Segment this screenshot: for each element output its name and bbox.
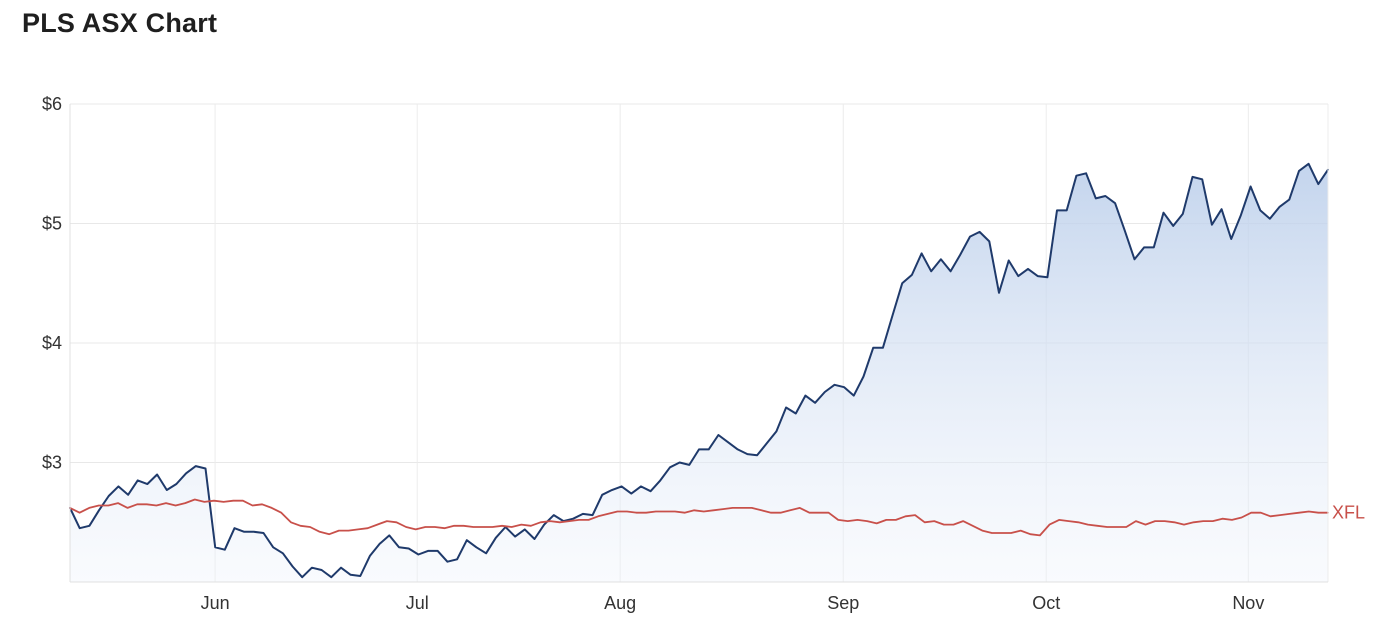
xfl-line [69,498,1329,537]
series-label-xfl: XFL [1332,503,1365,523]
x-tick-label: Nov [1232,593,1264,613]
x-tick-label: Jun [201,593,230,613]
y-tick-label: $6 [42,94,62,114]
x-tick-label: Sep [827,593,859,613]
chart-axes [69,104,1329,583]
series-1-area [70,163,1328,583]
y-tick-label: $3 [42,453,62,473]
series-1-line [69,162,1329,579]
chart-labels: $6 $5 $4 $3 Jun Jul Aug Sep Oct Nov XFL [42,94,1365,613]
chart-areas [70,163,1328,583]
x-tick-label: Aug [604,593,636,613]
y-tick-label: $5 [42,214,62,234]
y-tick-label: $4 [42,333,62,353]
page-title: PLS ASX Chart [22,8,218,38]
x-tick-label: Jul [406,593,429,613]
chart-lines [69,162,1329,579]
x-tick-label: Oct [1032,593,1060,613]
